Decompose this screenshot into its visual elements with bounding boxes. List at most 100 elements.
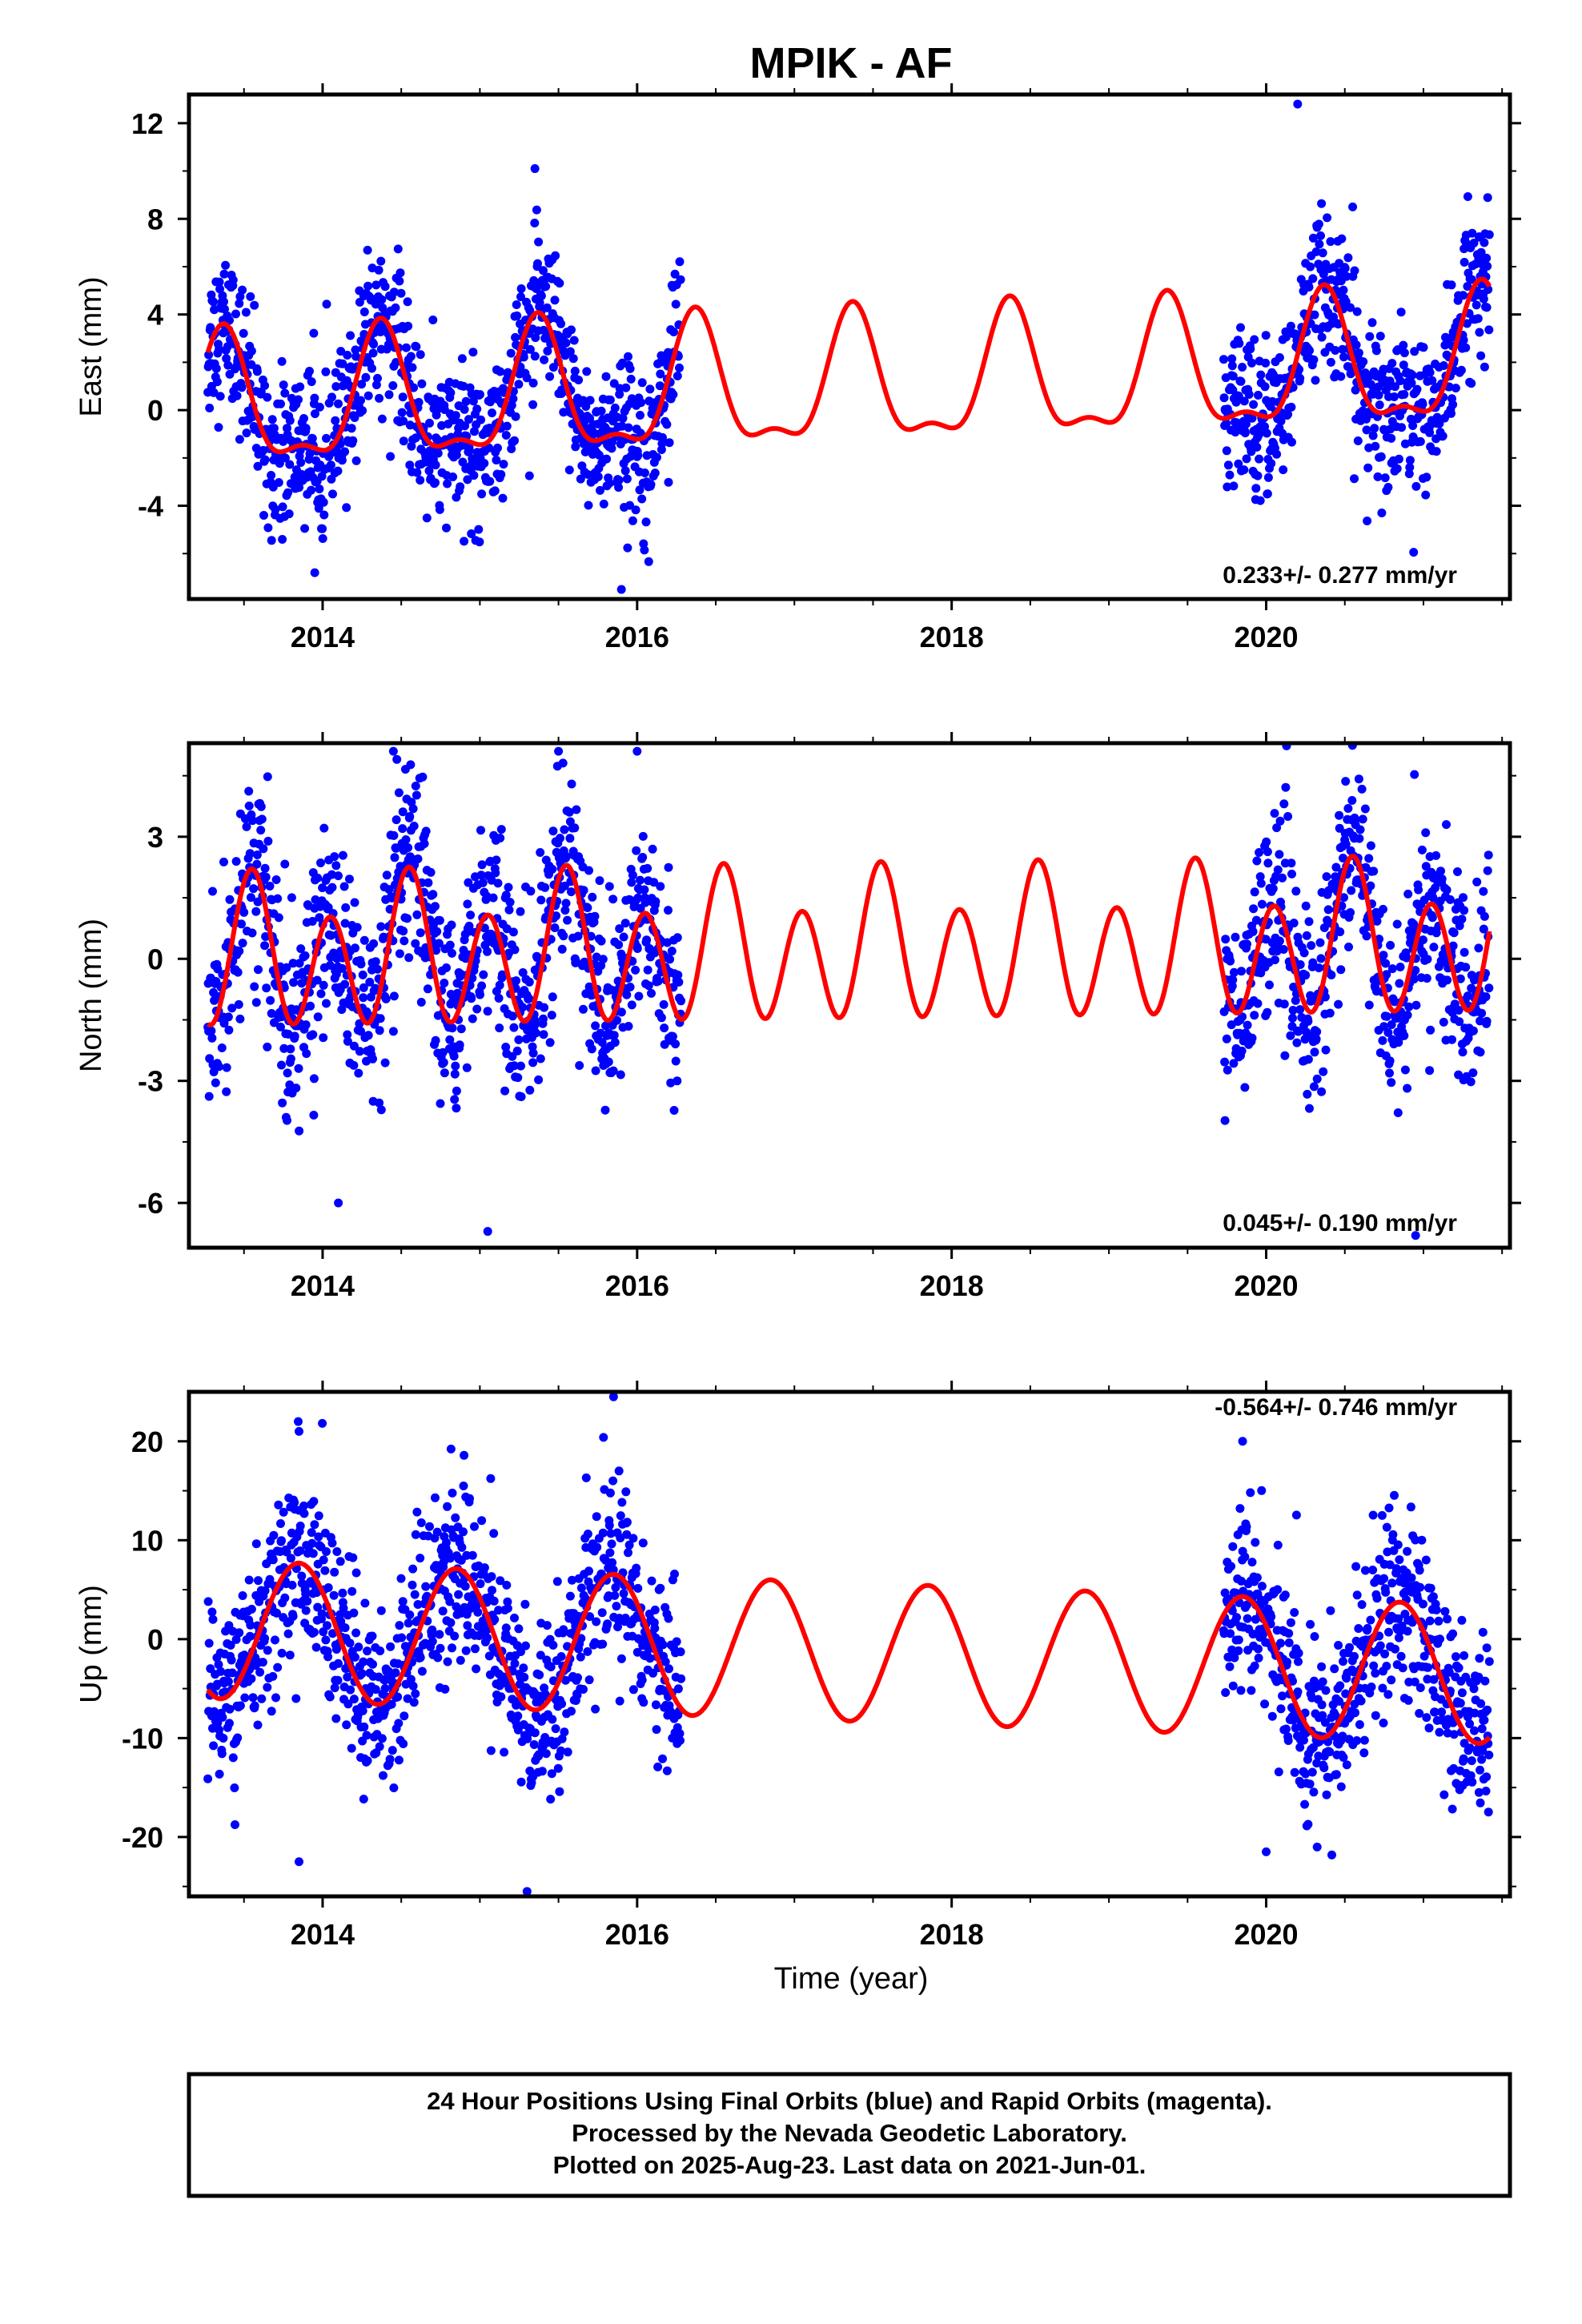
- data-point: [567, 325, 576, 335]
- data-point: [323, 1652, 333, 1662]
- data-point: [301, 1606, 311, 1615]
- data-point: [664, 862, 673, 872]
- data-point: [1366, 881, 1375, 891]
- data-point: [1385, 1056, 1395, 1066]
- data-point: [396, 268, 405, 278]
- data-point: [1287, 437, 1296, 447]
- data-point: [423, 984, 432, 994]
- data-point: [235, 292, 245, 301]
- data-point: [530, 1728, 540, 1738]
- data-point: [245, 1631, 255, 1641]
- data-point: [563, 1747, 572, 1757]
- data-point: [620, 466, 630, 476]
- data-point: [493, 879, 503, 888]
- data-point: [225, 1719, 234, 1728]
- data-point: [557, 1734, 567, 1743]
- data-point: [469, 471, 479, 480]
- data-point: [1473, 314, 1483, 324]
- data-point: [285, 1651, 295, 1660]
- data-point: [1421, 490, 1431, 500]
- data-point: [279, 1043, 289, 1053]
- data-point: [1240, 428, 1250, 438]
- data-point: [1276, 416, 1286, 426]
- data-point: [380, 1683, 390, 1693]
- data-point: [260, 941, 270, 951]
- data-point: [541, 1749, 551, 1759]
- data-point: [393, 244, 403, 254]
- data-point: [428, 1637, 437, 1647]
- data-point: [596, 406, 606, 416]
- data-point: [340, 447, 350, 456]
- data-point: [400, 936, 409, 946]
- data-point: [464, 878, 473, 887]
- data-point: [1431, 1605, 1441, 1614]
- data-point: [253, 461, 263, 471]
- data-point: [343, 1036, 352, 1046]
- data-point: [622, 474, 632, 484]
- data-point: [585, 1612, 595, 1622]
- data-point: [1382, 1522, 1391, 1532]
- data-point: [318, 1418, 327, 1428]
- data-point: [632, 1563, 641, 1573]
- data-point: [231, 1820, 239, 1829]
- data-point: [312, 975, 322, 985]
- data-point: [271, 1693, 280, 1703]
- data-point: [621, 383, 631, 392]
- data-point: [1243, 939, 1251, 949]
- data-point: [435, 915, 444, 925]
- data-point: [211, 364, 221, 373]
- data-point: [301, 1020, 311, 1030]
- data-point: [327, 883, 337, 892]
- data-point: [231, 1634, 241, 1644]
- data-point: [592, 1617, 601, 1626]
- data-point: [561, 338, 571, 348]
- data-point: [1289, 983, 1299, 991]
- data-point: [1378, 1035, 1387, 1045]
- data-point: [1295, 1005, 1305, 1015]
- data-point: [1287, 858, 1296, 868]
- data-point: [610, 1038, 620, 1047]
- data-point: [530, 352, 540, 361]
- data-point: [519, 1663, 528, 1673]
- data-point: [256, 826, 266, 835]
- x-tick-label: 2020: [1234, 1918, 1298, 1951]
- data-point: [584, 866, 593, 875]
- data-point: [1287, 402, 1296, 412]
- data-point: [536, 1054, 545, 1063]
- data-point: [1303, 1016, 1313, 1026]
- data-point: [409, 822, 419, 830]
- data-point: [1306, 262, 1315, 271]
- data-point: [277, 356, 287, 366]
- data-point: [363, 391, 373, 400]
- data-point: [1463, 282, 1472, 292]
- data-point: [1304, 917, 1314, 927]
- data-point: [410, 1590, 420, 1599]
- data-point: [596, 936, 606, 946]
- data-point: [266, 995, 275, 1005]
- data-point: [1480, 1676, 1490, 1686]
- data-point: [1317, 1700, 1327, 1710]
- data-point: [486, 1474, 496, 1483]
- data-point: [1335, 1681, 1345, 1691]
- data-point: [1303, 1055, 1313, 1064]
- data-point: [1228, 1681, 1238, 1691]
- up-rate-label: -0.564+/- 0.746 mm/yr: [1215, 1394, 1457, 1421]
- data-point: [397, 408, 407, 417]
- data-point: [332, 1547, 342, 1556]
- data-point: [1411, 481, 1421, 491]
- data-point: [1231, 932, 1240, 942]
- data-point: [351, 1652, 359, 1662]
- data-point: [426, 867, 436, 877]
- data-point: [331, 382, 341, 392]
- data-point: [580, 1594, 590, 1603]
- data-point: [661, 1657, 670, 1667]
- data-point: [1305, 346, 1314, 356]
- data-point: [223, 1012, 233, 1022]
- data-point: [1423, 955, 1432, 964]
- data-point: [388, 1027, 398, 1036]
- data-point: [516, 1092, 526, 1101]
- data-point: [1419, 935, 1427, 945]
- data-point: [617, 1498, 627, 1507]
- x-tick-label: 2016: [605, 621, 669, 653]
- data-point: [343, 1030, 352, 1039]
